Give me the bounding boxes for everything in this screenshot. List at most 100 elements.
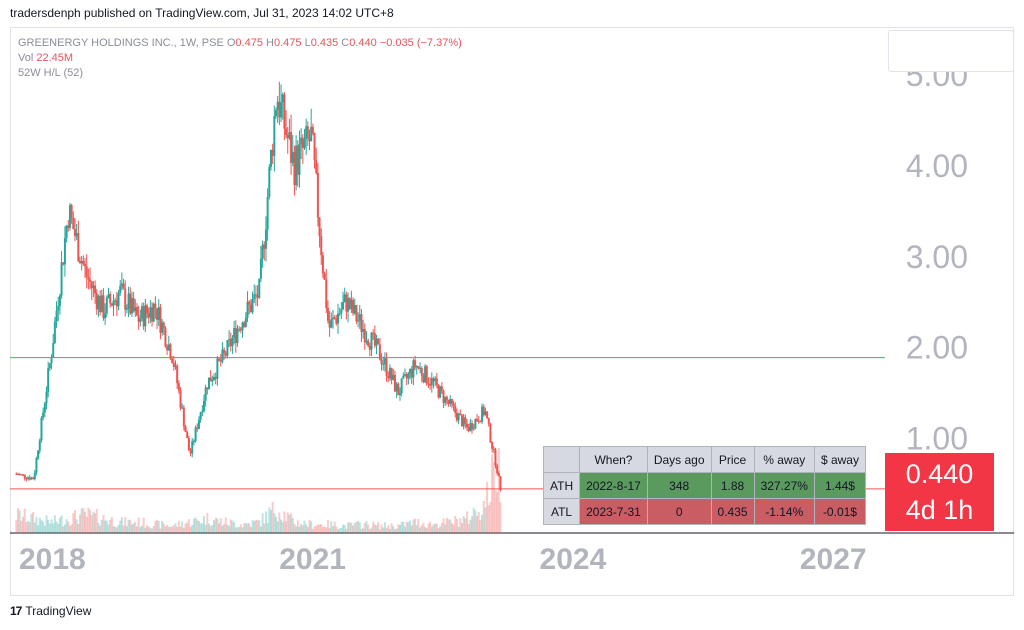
volume-bar <box>90 515 93 533</box>
volume-bar <box>273 513 276 533</box>
volume-bar <box>482 500 485 533</box>
volume-bar <box>481 514 484 533</box>
y-tick-label: 1.00 <box>906 421 968 457</box>
candle-body <box>115 300 118 307</box>
candle-body <box>442 390 445 403</box>
candle-body <box>73 229 76 237</box>
candle-body <box>92 285 95 289</box>
close-label: C <box>341 37 350 49</box>
volume-bar <box>206 512 209 533</box>
volume-bar <box>249 527 252 533</box>
volume-bar <box>363 523 366 533</box>
candle-body <box>236 329 239 344</box>
volume-bar <box>400 521 403 533</box>
pct-away-cell: -1.14% <box>753 498 815 525</box>
candle-body <box>499 476 502 490</box>
volume-bar <box>494 489 497 533</box>
candle-body <box>316 172 319 218</box>
volume-bar <box>280 519 283 533</box>
volume-bar <box>258 520 261 533</box>
candle-body <box>154 303 157 309</box>
candle-body <box>45 391 48 404</box>
volume-bar <box>63 524 66 533</box>
volume-bar <box>239 524 242 533</box>
candle-body <box>326 307 329 321</box>
volume-bar <box>28 522 31 533</box>
volume-bar <box>345 528 348 533</box>
candle-body <box>328 320 331 328</box>
symbol-info-box[interactable] <box>888 30 1014 72</box>
candle-body <box>78 261 81 264</box>
candle-body <box>318 217 321 236</box>
volume-bar <box>226 524 229 533</box>
candle-body <box>94 285 97 294</box>
footer[interactable]: 17 TradingView <box>10 604 91 618</box>
candle-body <box>192 440 195 442</box>
volume-bar <box>42 521 45 533</box>
candle-body <box>246 301 249 318</box>
volume-bar <box>233 522 236 533</box>
volume-bar <box>340 527 343 533</box>
volume-bar <box>117 524 120 533</box>
row-label: ATL <box>542 498 581 525</box>
volume-bar <box>244 522 247 533</box>
candle-body <box>75 233 78 237</box>
volume-bar <box>393 529 396 533</box>
publisher-line: tradersdenph published on TradingView.co… <box>10 6 394 20</box>
candle-body <box>286 135 289 139</box>
volume-bar <box>288 514 291 533</box>
volume-bar <box>20 520 23 533</box>
candle-body <box>87 277 90 280</box>
volume-bar <box>497 448 500 533</box>
volume-bar <box>144 527 147 533</box>
candle-body <box>388 367 391 379</box>
volume-bar <box>73 509 76 533</box>
volume-bar <box>84 511 87 533</box>
candle-body <box>57 306 60 311</box>
table-header: When? <box>579 446 648 473</box>
volume-bar <box>192 518 195 533</box>
candle-body <box>22 474 25 476</box>
volume-bar <box>390 523 393 533</box>
candle-body <box>390 367 393 380</box>
candle-body <box>259 258 262 279</box>
volume-bar <box>459 518 462 533</box>
volume-bar <box>429 521 432 533</box>
candle-body <box>149 307 152 318</box>
candle-body <box>450 398 453 404</box>
candle-body <box>140 306 143 319</box>
volume-bar <box>129 519 132 533</box>
volume-bar <box>174 523 177 533</box>
candle-body <box>60 262 63 296</box>
ath-atl-table: When? Days ago Price % away $ away ATH 2… <box>542 446 866 525</box>
candle-body <box>251 299 254 313</box>
volume-bar <box>487 505 490 533</box>
volume-bar <box>409 520 412 533</box>
volume-bar <box>27 521 30 533</box>
volume-bar <box>357 520 360 533</box>
volume-bar <box>114 526 117 533</box>
volume-bar <box>328 527 331 533</box>
volume-bar <box>323 526 326 533</box>
volume-bar <box>484 507 487 533</box>
tradingview-logo-icon: 17 <box>10 604 22 618</box>
volume-bar <box>32 511 35 533</box>
volume-bar <box>338 528 341 533</box>
volume-bar <box>159 528 162 533</box>
candle-body <box>233 328 236 338</box>
volume-bar <box>132 523 135 533</box>
low-value: 0.435 <box>310 37 339 49</box>
volume-bar <box>465 511 468 533</box>
candle-body <box>42 412 45 418</box>
volume-bar <box>325 527 328 533</box>
candle-body <box>15 473 18 475</box>
volume-bar <box>248 523 251 533</box>
candle-body <box>336 313 339 324</box>
open-label: O <box>226 37 236 49</box>
volume-bar <box>301 525 304 533</box>
volume-bar <box>207 523 210 533</box>
when-cell: 2023-7-31 <box>579 498 648 525</box>
candle-body <box>365 340 368 343</box>
volume-bar <box>464 518 467 533</box>
